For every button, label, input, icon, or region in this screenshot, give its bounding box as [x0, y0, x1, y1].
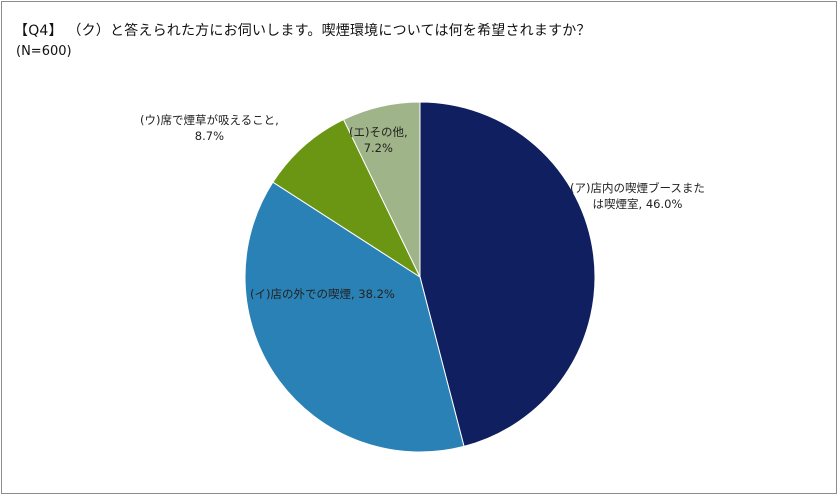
slice-a — [419, 101, 596, 447]
slice-label-c: (ウ)席で煙草が吸えること, 8.7% — [140, 112, 279, 144]
slice-label-d-line2: 7.2% — [363, 141, 393, 155]
slice-label-a-line1: (ア)店内の喫煙ブースまた — [570, 181, 705, 195]
slice-label-d: (エ)その他, 7.2% — [349, 124, 408, 156]
slice-b — [244, 181, 465, 453]
slice-label-d-line1: (エ)その他, — [349, 125, 408, 139]
chart-subtitle: (N=600) — [16, 44, 72, 59]
slice-label-c-line1: (ウ)席で煙草が吸えること, — [140, 113, 279, 127]
slice-label-b-line1: (イ)店の外での喫煙, 38.2% — [250, 287, 395, 301]
slice-d — [342, 101, 421, 278]
slice-label-b: (イ)店の外での喫煙, 38.2% — [250, 286, 395, 302]
slice-c — [272, 118, 422, 279]
chart-title: 【Q4】 （ク）と答えられた方にお伺いします。喫煙環境については何を希望されます… — [14, 23, 591, 39]
slice-label-a-line2: は喫煙室, 46.0% — [592, 197, 683, 211]
slice-label-c-line2: 8.7% — [194, 129, 224, 143]
slice-label-a: (ア)店内の喫煙ブースまた は喫煙室, 46.0% — [570, 180, 705, 212]
